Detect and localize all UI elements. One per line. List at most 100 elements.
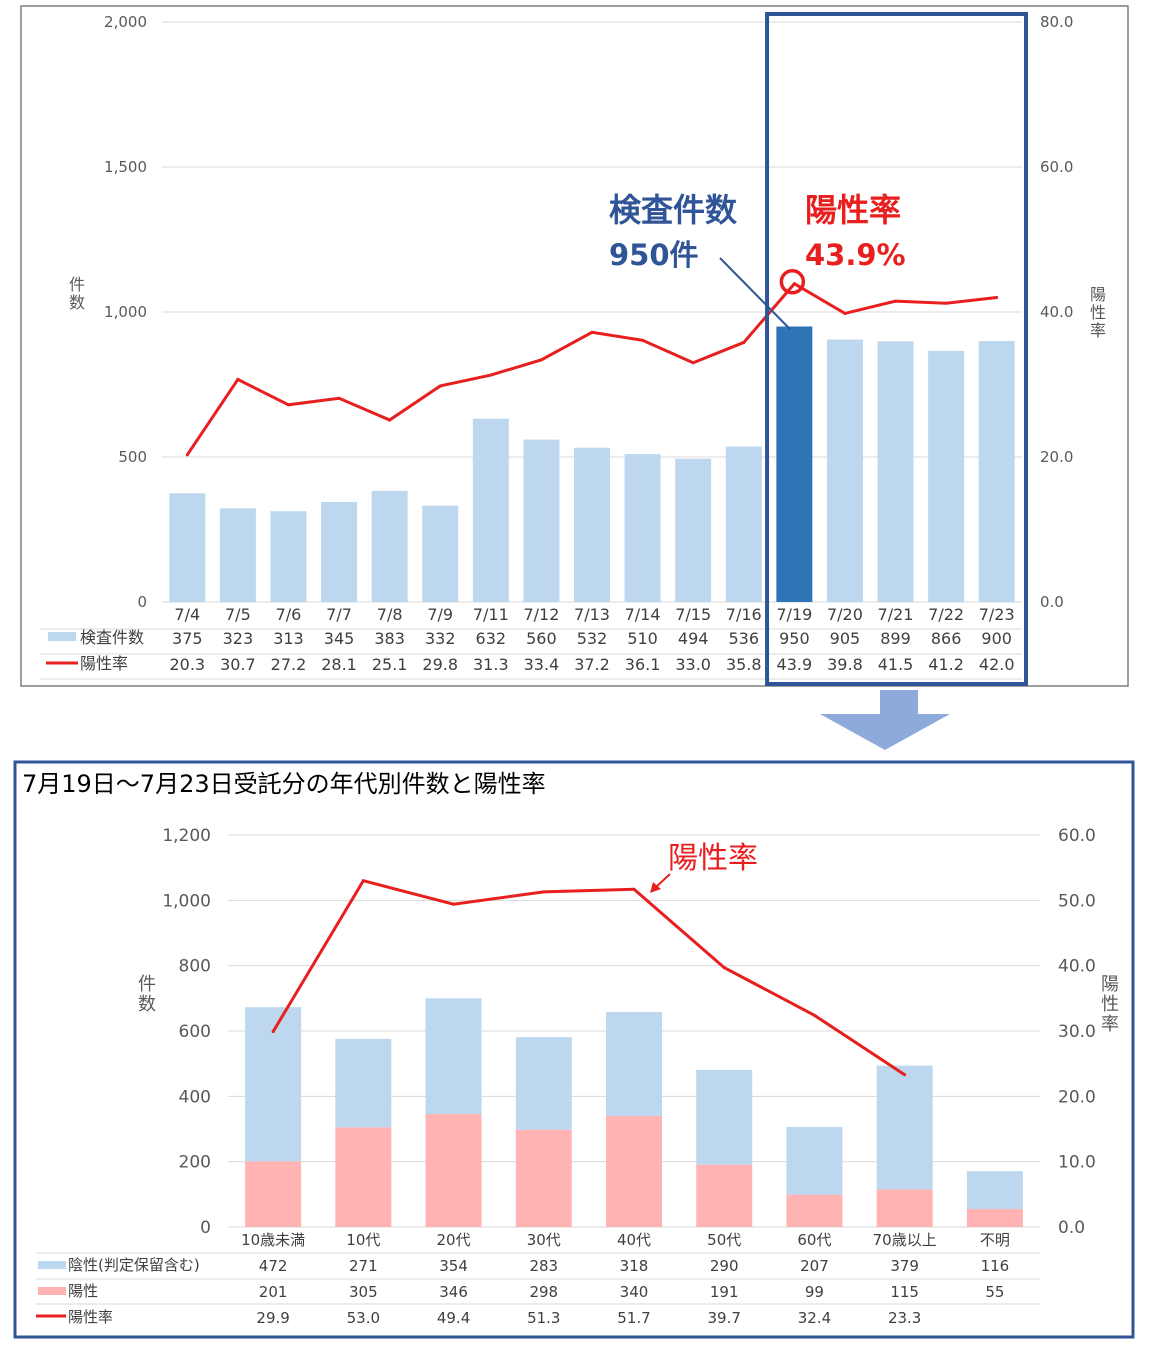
rate-point [539,358,543,362]
rate-point [944,301,948,305]
top-annotations: 検査件数 950件 陽性率 43.9% [609,191,906,331]
bar-negative [606,1012,662,1116]
bottom-x-tick-labels: 10歳未満 10代 20代 30代 40代 50代 60代 70歳以上 不明 [241,1231,1010,1249]
bar-positive [696,1164,753,1227]
legend-swatch-negative [38,1261,66,1269]
x-tick-label: 7/20 [827,605,863,624]
y-tick-label-right: 40.0 [1058,957,1096,977]
rate-point [995,296,999,299]
y-tick-label-right: 80.0 [1040,13,1073,31]
top-x-tick-labels: 7/4 7/5 7/6 7/7 7/8 7/9 7/11 7/12 7/13 7/14 7/15 7/… [174,605,1014,624]
y-axis-title-left-char: 数 [69,293,85,312]
table-cell-rate: 39.7 [708,1309,741,1327]
y-axis-title-left-char: 件 [69,275,85,294]
x-tick-label: 7/11 [473,605,509,624]
table-cell-rate: 42.0 [979,655,1015,674]
table-cell-rate: 20.3 [169,655,205,674]
bar [371,490,408,602]
down-arrow-icon [820,690,950,750]
bar [523,439,560,602]
rate-point [641,338,645,342]
table-cell-negative: 379 [890,1257,919,1275]
table-cell-rate: 33.0 [675,655,711,674]
rate-point [361,879,365,883]
table-cell-tests: 905 [830,629,861,648]
table-cell-positive: 298 [529,1283,558,1301]
table-cell-tests: 900 [981,629,1012,648]
x-tick-label: 7/22 [928,605,964,624]
annotation-rate-label: 陽性率 [668,841,758,876]
highlight-circle [779,268,806,295]
bar-negative [335,1038,392,1128]
x-tick-label: 30代 [527,1231,561,1249]
bottom-bars [245,998,1023,1227]
y-tick-label-left: 400 [179,1087,211,1107]
y-axis-title-right-char: 率 [1090,321,1106,340]
bar [574,447,610,602]
top-bars [169,326,1015,602]
bar [219,508,256,602]
rate-point [691,361,695,365]
rate-point [812,1013,816,1017]
table-cell-tests: 632 [476,629,507,648]
table-cell-positive: 201 [259,1283,288,1301]
bar-positive [425,1113,482,1227]
bar-positive [966,1209,1023,1227]
x-tick-label: 10代 [346,1231,380,1249]
x-tick-label: 7/16 [726,605,762,624]
top-axis-titles: 件数 陽性率 [69,275,1106,340]
y-tick-label-right: 60.0 [1058,826,1096,846]
rate-point [271,1030,275,1034]
y-tick-label-left: 0 [200,1218,211,1238]
bar-positive [245,1161,302,1227]
bottom-axis-titles: 件数 陽性率 [138,974,1119,1035]
legend-swatch-tests [48,632,76,641]
table-cell-negative: 472 [259,1257,288,1275]
top-left-axis-ticks: 0 500 1,000 1,500 2,000 [104,13,147,611]
table-cell-rate: 41.5 [878,655,914,674]
y-tick-label-left: 0 [137,593,147,611]
y-tick-label-left: 1,000 [162,891,211,911]
table-cell-rate: 23.3 [888,1309,921,1327]
x-tick-label: 7/13 [574,605,610,624]
y-axis-title-right-char: 性 [1090,303,1106,322]
rate-point [185,453,189,457]
y-tick-label-right: 50.0 [1058,891,1096,911]
bar [877,341,914,602]
bar-negative [515,1037,572,1130]
table-cell-positive: 305 [349,1283,378,1301]
table-cell-rate: 53.0 [347,1309,380,1327]
table-cell-tests: 375 [172,629,203,648]
rate-point [632,887,636,891]
legend-label-tests: 検査件数 [80,628,144,647]
table-cell-rate: 51.7 [617,1309,650,1327]
bar-positive [606,1115,662,1227]
table-cell-negative: 116 [981,1257,1010,1275]
table-cell-tests: 510 [627,629,658,648]
x-tick-label: 7/4 [174,605,200,624]
bar [978,341,1015,602]
table-cell-rate: 33.4 [524,655,560,674]
table-cell-tests: 332 [425,629,456,648]
legend-label-positive: 陽性 [68,1282,98,1300]
x-tick-label: 60代 [797,1231,831,1249]
bar [826,339,863,602]
bar-negative [425,998,482,1114]
rate-point [337,396,341,400]
y-tick-label-left: 1,000 [104,303,147,321]
y-tick-label-left: 1,200 [162,826,211,846]
rate-point [903,1073,907,1077]
bar [725,446,762,602]
y-axis-title-right-char: 陽 [1101,974,1119,995]
table-cell-rate: 51.3 [527,1309,560,1327]
table-cell-positive: 346 [439,1283,468,1301]
x-tick-label: 7/14 [625,605,661,624]
x-tick-label: 40代 [617,1231,651,1249]
y-tick-label-right: 20.0 [1040,448,1073,466]
rate-point [489,373,493,377]
rate-point [542,890,546,894]
x-tick-label: 7/7 [326,605,352,624]
x-tick-label: 7/23 [979,605,1015,624]
x-tick-label: 7/21 [878,605,914,624]
